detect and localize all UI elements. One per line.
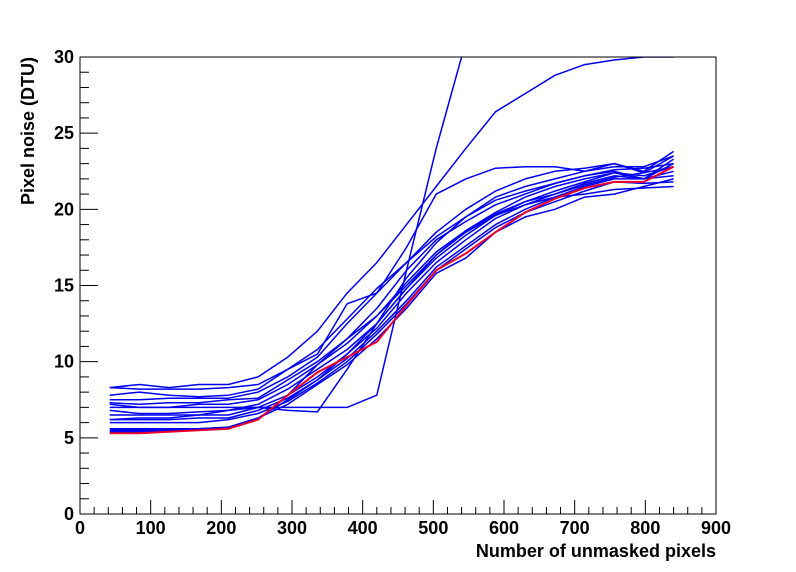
y-axis-title: Pixel noise (DTU)	[18, 57, 38, 205]
x-tick-label: 300	[277, 518, 307, 538]
series-line-8	[109, 170, 674, 416]
series-line-3	[109, 150, 675, 398]
series-line-16	[109, 165, 675, 435]
series-line-13	[109, 185, 674, 431]
y-tick-label: 5	[64, 428, 74, 448]
series-line-15	[109, 57, 463, 409]
x-axis: 0 100 200 300 400 500 600 700 800 900	[75, 500, 731, 538]
series-line-6	[109, 162, 674, 409]
y-tick-label: 25	[54, 123, 74, 143]
series-line-11	[109, 181, 674, 424]
y-tick-label: 10	[54, 352, 74, 372]
y-tick-label: 15	[54, 276, 74, 296]
x-tick-label: 100	[136, 518, 166, 538]
x-tick-label: 900	[701, 518, 731, 538]
x-tick-label: 0	[75, 518, 85, 538]
x-tick-label: 200	[206, 518, 236, 538]
x-tick-label: 400	[348, 518, 378, 538]
x-tick-label: 500	[418, 518, 448, 538]
series-line-1	[109, 57, 674, 389]
x-axis-title: Number of unmasked pixels	[476, 541, 716, 561]
x-tick-label: 600	[489, 518, 519, 538]
x-tick-label: 800	[630, 518, 660, 538]
series-line-2	[109, 155, 674, 390]
series-layer	[109, 57, 675, 435]
y-tick-label: 0	[64, 504, 74, 524]
y-axis: 0 5 10 15 20 25 30	[54, 47, 98, 524]
y-tick-label: 30	[54, 47, 74, 67]
x-tick-label: 700	[560, 518, 590, 538]
y-tick-label: 20	[54, 199, 74, 219]
series-line-9	[109, 175, 674, 421]
series-line-4	[109, 155, 674, 401]
